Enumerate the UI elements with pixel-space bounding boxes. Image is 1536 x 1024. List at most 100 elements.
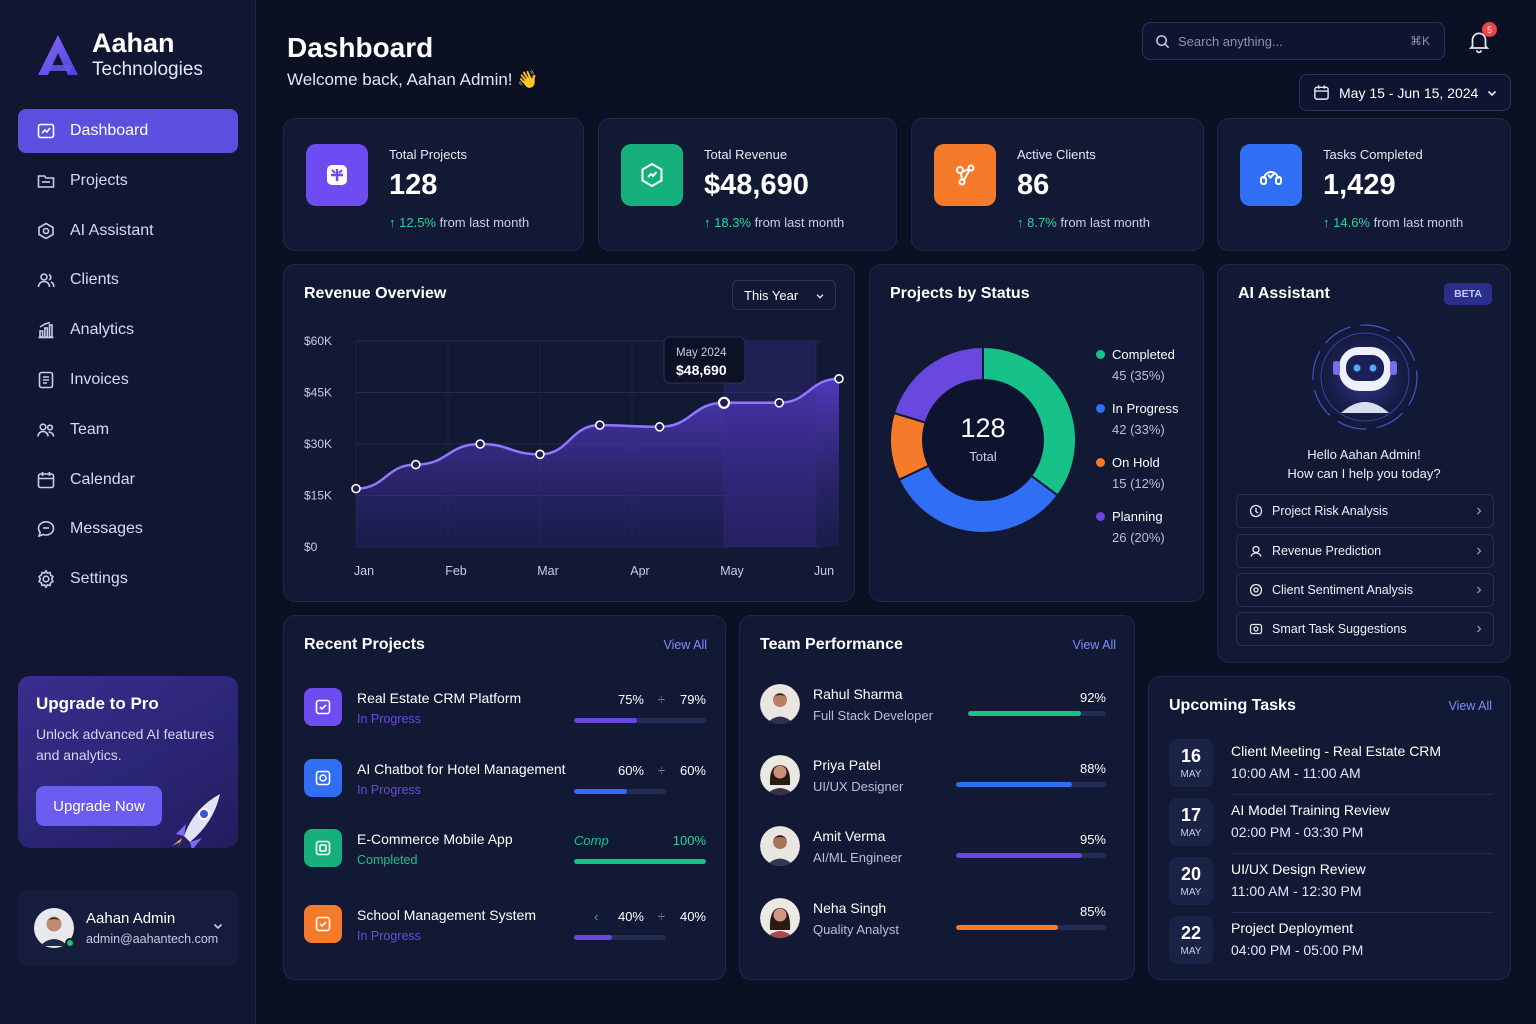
legend-dot	[1096, 350, 1105, 359]
online-status-dot	[65, 938, 75, 948]
project-icon	[304, 759, 342, 797]
stat-card-tasks-completed[interactable]: Tasks Completed 1,429 ↑ 14.6% from last …	[1217, 118, 1511, 251]
brand-tagline: Technologies	[92, 59, 203, 80]
list-item[interactable]: 22 MAY Project Deployment 04:00 PM - 05:0…	[1169, 916, 1493, 972]
view-all-link[interactable]: View All	[1072, 638, 1116, 652]
sidebar-item-label: Analytics	[70, 321, 135, 339]
stat-value: 1,429	[1323, 169, 1396, 201]
stat-card-active-clients[interactable]: Active Clients 86 ↑ 8.7% from last month	[911, 118, 1204, 251]
clients-network-icon	[956, 164, 975, 186]
donut-total-label: Total	[969, 449, 997, 464]
ai-option-client-sentiment-analysis[interactable]: Client Sentiment Analysis	[1236, 573, 1494, 607]
y-tick-label: $30K	[304, 437, 332, 451]
ai-option-revenue-prediction[interactable]: Revenue Prediction	[1236, 534, 1494, 568]
stat-value: $48,690	[704, 169, 809, 201]
stat-card-total-revenue[interactable]: Total Revenue $48,690 ↑ 18.3% from last …	[598, 118, 897, 251]
task-date: 17 MAY	[1169, 798, 1213, 846]
search-icon	[1156, 34, 1170, 48]
search-box[interactable]: ⌘K	[1142, 22, 1445, 60]
project-status: In Progress	[357, 712, 421, 726]
chevron-down-icon	[1487, 90, 1497, 97]
list-item[interactable]: Rahul Sharma Full Stack Developer 92%	[760, 684, 1110, 734]
sentiment-icon	[1249, 583, 1263, 597]
data-point[interactable]	[594, 420, 605, 430]
sidebar-item-ai-assistant[interactable]: AI Assistant	[18, 209, 238, 253]
ai-option-smart-task-suggestions[interactable]: Smart Task Suggestions	[1236, 612, 1494, 646]
progress-fill	[574, 859, 706, 864]
task-title: AI Model Training Review	[1231, 802, 1390, 818]
upgrade-text: Unlock advanced AI features and analytic…	[36, 726, 215, 763]
data-point[interactable]	[834, 373, 844, 384]
sidebar-item-messages[interactable]: Messages	[18, 507, 238, 551]
sidebar-item-dashboard[interactable]: Dashboard	[18, 109, 238, 153]
list-item[interactable]: 17 MAY AI Model Training Review 02:00 PM …	[1169, 798, 1493, 854]
project-name: Real Estate CRM Platform	[357, 690, 522, 706]
legend-dot	[1096, 404, 1105, 413]
list-item[interactable]: 20 MAY UI/UX Design Review 11:00 AM - 12:…	[1169, 857, 1493, 913]
calendar-icon	[36, 470, 56, 490]
ai-greeting: Hello Aahan Admin! How can I help you to…	[1287, 447, 1441, 481]
data-point[interactable]	[654, 422, 665, 432]
data-point[interactable]	[717, 396, 731, 409]
user-profile[interactable]: Aahan Admin admin@aahantech.com	[18, 890, 238, 966]
legend-planning: Planning 26 (20%)	[1096, 509, 1165, 545]
project-status: In Progress	[357, 783, 421, 797]
list-item[interactable]: Priya Patel UI/UX Designer 88%	[760, 755, 1110, 805]
dashboard-icon	[36, 121, 56, 141]
page-title: Dashboard	[287, 32, 434, 63]
sidebar-item-analytics[interactable]: Analytics	[18, 308, 238, 352]
progress-fill	[968, 711, 1082, 716]
member-percent: 85%	[1079, 904, 1106, 919]
data-point[interactable]	[475, 439, 485, 449]
task-date: 20 MAY	[1169, 857, 1213, 905]
list-item[interactable]: E-Commerce Mobile App Completed Comp 100…	[304, 827, 706, 877]
sidebar-item-label: Settings	[70, 570, 128, 588]
data-point[interactable]	[411, 459, 421, 470]
stat-card-total-projects[interactable]: Total Projects 128 ↑ 12.5% from last mon…	[283, 118, 584, 251]
list-item[interactable]: School Management System In Progress ‹ 4…	[304, 903, 706, 953]
project-name: School Management System	[357, 907, 536, 923]
project-percent: 100%	[672, 833, 706, 848]
sidebar-item-label: Invoices	[70, 370, 129, 388]
sidebar-item-clients[interactable]: Clients	[18, 258, 238, 302]
x-tick-label: May	[720, 564, 744, 578]
sidebar-item-projects[interactable]: Projects	[18, 159, 238, 203]
stat-value: 128	[389, 169, 438, 201]
upgrade-now-button[interactable]: Upgrade Now	[36, 786, 162, 826]
project-percent: 40%	[617, 909, 644, 924]
view-all-link[interactable]: View All	[663, 638, 707, 652]
project-percent: 60%	[617, 763, 644, 778]
sidebar-item-label: Messages	[70, 520, 143, 538]
sidebar-item-invoices[interactable]: Invoices	[18, 358, 238, 402]
list-item[interactable]: AI Chatbot for Hotel Management In Progr…	[304, 757, 706, 807]
project-icon	[304, 905, 342, 943]
avatar	[760, 684, 800, 724]
progress-fill	[956, 853, 1082, 858]
y-tick-label: $15K	[304, 489, 332, 503]
member-name: Priya Patel	[813, 757, 881, 773]
sidebar-item-team[interactable]: Team	[18, 408, 238, 452]
data-point[interactable]	[351, 483, 361, 494]
list-item[interactable]: Real Estate CRM Platform In Progress 75%…	[304, 686, 706, 736]
period-select[interactable]: This Year	[732, 280, 836, 310]
list-item[interactable]: 16 MAY Client Meeting - Real Estate CRM 1…	[1169, 739, 1493, 795]
upgrade-title: Upgrade to Pro	[36, 694, 159, 713]
brand-logo[interactable]: Aahan Technologies	[34, 30, 203, 79]
ai-option-project-risk-analysis[interactable]: Project Risk Analysis	[1236, 494, 1494, 528]
date-range-picker[interactable]: May 15 - Jun 15, 2024	[1299, 74, 1511, 111]
legend-on-hold: On Hold 15 (12%)	[1096, 455, 1165, 491]
sidebar-item-settings[interactable]: Settings	[18, 557, 238, 601]
chevron-down-icon[interactable]	[212, 920, 224, 932]
welcome-message: Welcome back, Aahan Admin! 👋	[287, 70, 539, 89]
search-input[interactable]	[1178, 33, 1398, 49]
messages-icon	[36, 519, 56, 539]
list-item[interactable]: Amit Verma AI/ML Engineer 95%	[760, 826, 1110, 876]
data-point[interactable]	[774, 398, 785, 408]
ai-assistant-card: AI Assistant BETA Hello Aahan Admin! How…	[1217, 264, 1511, 663]
bell-icon[interactable]	[1466, 28, 1492, 54]
view-all-link[interactable]: View All	[1448, 699, 1492, 713]
member-progress	[956, 853, 1106, 858]
list-item[interactable]: Neha Singh Quality Analyst 85%	[760, 898, 1110, 948]
data-point[interactable]	[535, 449, 545, 460]
sidebar-item-calendar[interactable]: Calendar	[18, 458, 238, 502]
